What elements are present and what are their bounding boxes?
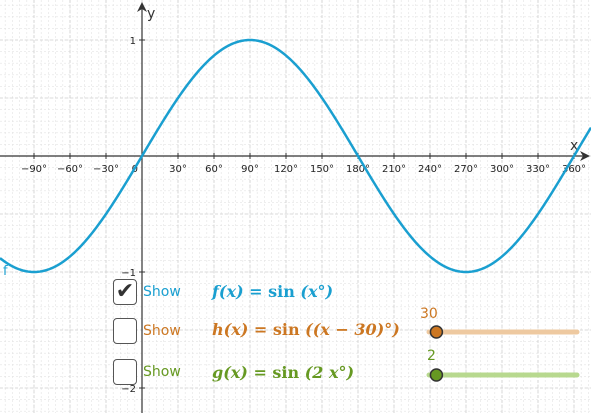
formula-g-arg: (2 x°): [299, 363, 355, 382]
show-g-label: Show: [143, 364, 181, 380]
show-f-row: ✔ Show: [113, 277, 181, 307]
x-axis-arrow-icon: [580, 151, 590, 161]
x-tick-label: 300°: [490, 164, 514, 175]
slider-h[interactable]: [425, 323, 585, 341]
formula-g: g(x) = sin (2 x°): [212, 363, 354, 382]
formula-h-fn: sin: [272, 320, 300, 339]
formula-g-fn: sin: [272, 363, 300, 382]
x-tick-label: 150°: [310, 164, 334, 175]
formula-f-lhs: f(x) =: [212, 282, 269, 301]
x-tick-label: 240°: [418, 164, 442, 175]
show-h-checkbox[interactable]: [113, 318, 137, 344]
formula-h: h(x) = sin ((x − 30)°): [212, 320, 400, 339]
x-tick-label: 270°: [454, 164, 478, 175]
slider-g[interactable]: [425, 366, 585, 384]
x-tick-label: 180°: [346, 164, 370, 175]
slider-h-knob[interactable]: [429, 325, 444, 339]
y-axis-label: y: [147, 6, 155, 22]
x-tick-labels: −90° −60° −30° 0 30° 60° 90° 120° 150° 180° 210° 24…: [21, 153, 586, 175]
show-g-row: Show: [113, 357, 181, 387]
formula-f-arg: (x°): [294, 282, 334, 301]
x-tick-label: 120°: [274, 164, 298, 175]
formula-h-arg: ((x − 30)°): [299, 320, 400, 339]
checkmark-icon: ✔: [115, 279, 135, 304]
formula-f: f(x) = sin (x°): [212, 282, 333, 301]
x-tick-label: −30°: [93, 164, 119, 175]
x-tick-label: 210°: [382, 164, 406, 175]
show-h-label: Show: [143, 323, 181, 339]
show-h-row: Show: [113, 316, 181, 346]
curve-f-label: f: [3, 264, 8, 279]
slider-g-value: 2: [427, 348, 436, 364]
y-axis-arrow-icon: [137, 2, 147, 12]
x-tick-label: 360°: [562, 164, 586, 175]
x-tick-label: 330°: [526, 164, 550, 175]
x-tick-label: −90°: [21, 164, 47, 175]
y-tick-label: 1: [130, 36, 136, 47]
x-tick-label: 30°: [169, 164, 187, 175]
x-axis-label: x: [570, 138, 578, 154]
formula-g-lhs: g(x) =: [212, 363, 273, 382]
formula-h-lhs: h(x) =: [212, 320, 273, 339]
y-tick-label: −2: [121, 384, 136, 395]
slider-h-value: 30: [420, 306, 438, 322]
y-tick-label: −1: [121, 268, 136, 279]
curve-f[interactable]: [0, 38, 591, 274]
show-g-checkbox[interactable]: [113, 359, 137, 385]
slider-g-knob[interactable]: [429, 368, 444, 382]
x-tick-label: −60°: [57, 164, 83, 175]
x-tick-label: 90°: [241, 164, 259, 175]
x-tick-label: 60°: [205, 164, 223, 175]
formula-f-fn: sin: [268, 282, 295, 301]
y-tick-labels: 1 −1 −2: [121, 36, 145, 395]
show-f-checkbox[interactable]: ✔: [113, 279, 137, 305]
show-f-label: Show: [143, 284, 181, 300]
